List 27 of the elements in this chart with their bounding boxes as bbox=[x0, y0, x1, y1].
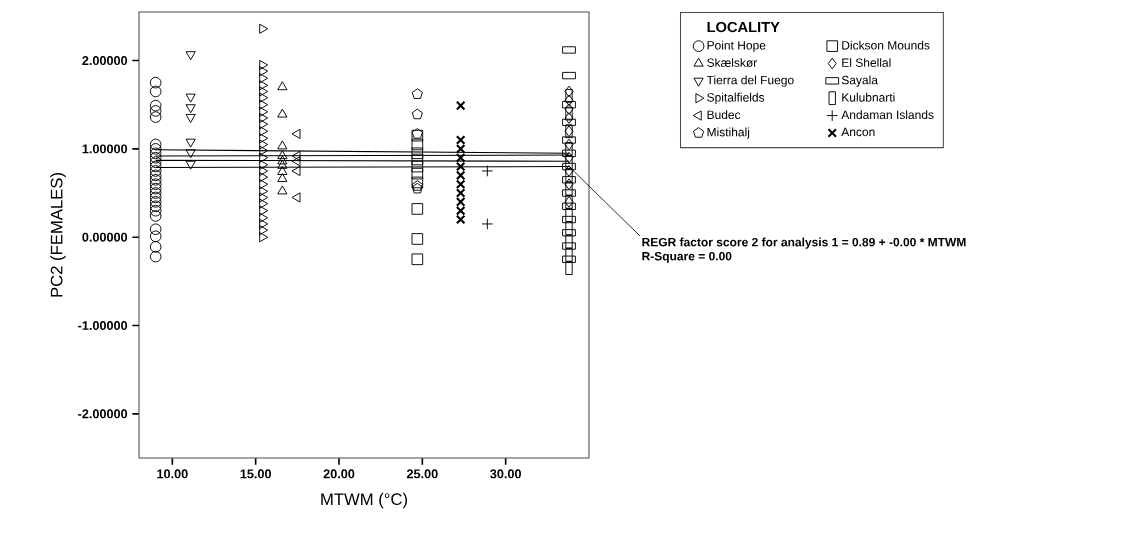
y-tick-label: -1.00000 bbox=[78, 321, 128, 330]
y-tick-label: 2.00000 bbox=[82, 56, 128, 66]
x-axis-title: MTWM (°C) bbox=[321, 492, 408, 509]
x-tick-label: 20.00 bbox=[323, 469, 355, 479]
legend-label: Mistihalj bbox=[707, 127, 750, 139]
x-tick-label: 30.00 bbox=[490, 469, 521, 479]
x-tick-label: 25.00 bbox=[406, 469, 438, 479]
x-tick-label: 10.00 bbox=[157, 469, 188, 479]
y-tick-label: -2.00000 bbox=[78, 409, 128, 419]
legend-label: Dickson Mounds bbox=[842, 40, 930, 50]
legend-label: Ancon bbox=[841, 127, 875, 137]
legend-title: LOCALITY bbox=[707, 21, 780, 33]
legend-label: Skælskør bbox=[707, 58, 758, 68]
legend-label: Tierra del Fuego bbox=[706, 75, 794, 87]
legend-label: Point Hope bbox=[707, 40, 766, 52]
legend-label: Budec bbox=[707, 110, 741, 120]
legend-label: Andaman Islands bbox=[841, 110, 934, 120]
y-tick-label: 1.00000 bbox=[82, 144, 128, 154]
y-tick-label: 0.00000 bbox=[82, 232, 128, 242]
legend-label: Spitalfields bbox=[707, 92, 765, 105]
text: R-Square = 0.00 bbox=[642, 251, 732, 263]
annotation: REGR factor score 2 for analysis 1 = 0.89 + -0.00 * MTWM bbox=[642, 237, 966, 249]
legend-label: Sayala bbox=[841, 75, 878, 87]
y-axis-title: PC2 (FEMALES) bbox=[50, 173, 66, 297]
x-tick-label: 15.00 bbox=[240, 469, 271, 479]
legend-label: Kulubnarti bbox=[842, 92, 895, 102]
legend-label: El Shellal bbox=[842, 58, 891, 67]
